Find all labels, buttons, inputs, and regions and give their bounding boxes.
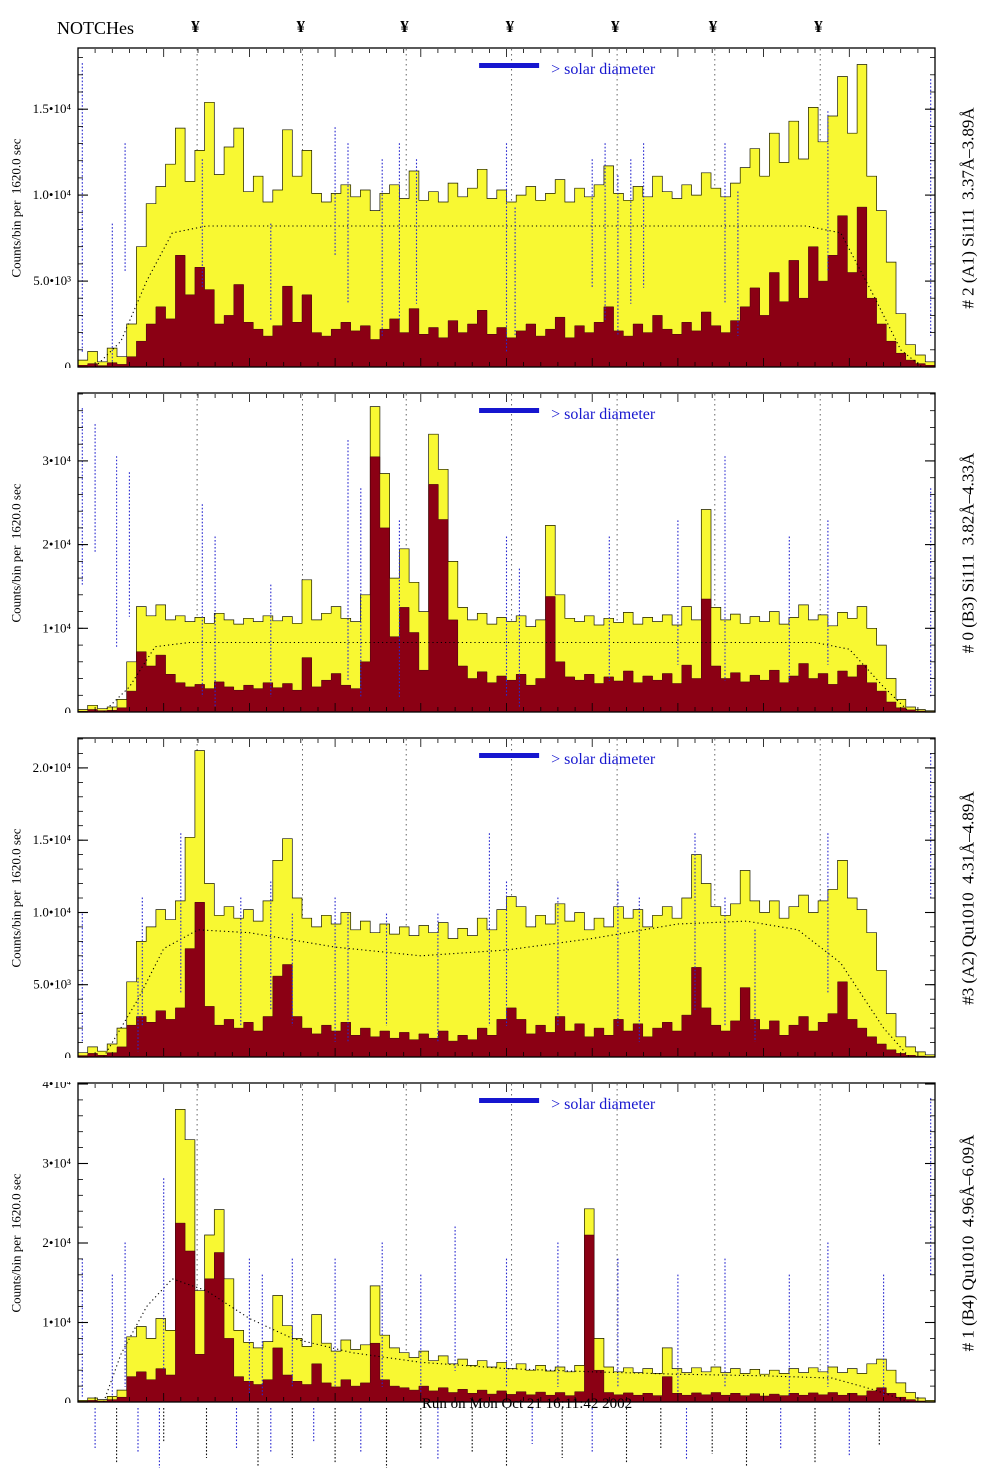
panel-2-plot: > solar diameter 0 1•10⁴ 2•10⁴ 3•10⁴ (42, 392, 936, 713)
notch-symbol: ¥ (611, 17, 620, 36)
channel-label: # 2 (A1) Si111 3.37Å–3.89Å (958, 106, 978, 309)
envelope-curve (103, 641, 910, 713)
y-axis-label: Counts/bin per 1620.0 sec (8, 137, 24, 278)
legend-label: > solar diameter (551, 751, 656, 768)
y-tick-label: 2•10⁴ (42, 537, 71, 552)
panel-3-plot: > solar diameter 0 5.0•10³ 1.0•10⁴ 1.5•10⁴ 2.… (33, 737, 936, 1058)
y-tick-label: 5.0•10³ (33, 977, 71, 992)
notches-title: NOTCHes (57, 18, 134, 38)
y-axis-label: Counts/bin per 1620.0 sec (8, 827, 24, 968)
y-tick-label: 0 (65, 1049, 72, 1058)
notch-symbol: ¥ (191, 17, 200, 36)
y-tick-label: 0 (65, 1394, 72, 1403)
y-tick-label: 1.5•10⁴ (33, 832, 72, 847)
plot-frame (77, 47, 936, 368)
panel-3: > solar diameter 0 5.0•10³ 1.0•10⁴ 1.5•10⁴ 2.… (0, 737, 1004, 1058)
legend-label: > solar diameter (551, 406, 656, 423)
legend-label: > solar diameter (551, 1096, 656, 1113)
notch-symbol: ¥ (400, 17, 409, 36)
y-tick-label: 1•10⁴ (42, 1315, 71, 1330)
notch-symbol: ¥ (814, 17, 823, 36)
legend-label: > solar diameter (551, 61, 656, 78)
panel-4: > solar diameter 0 1•10⁴ 2•10⁴ 3•10⁴ 4•10⁴ (0, 1082, 1004, 1403)
envelope-curve (103, 1278, 910, 1403)
channel-label: # 1 (B4) Qu1010 4.96Å–6.09Å (958, 1134, 978, 1351)
y-tick-label: 1•10⁴ (42, 620, 71, 635)
legend-line (479, 63, 540, 68)
y-tick-label: 5.0•10³ (33, 273, 71, 288)
plot-frame (77, 737, 936, 1058)
panel-1-plot: > solar diameter 0 5.0•10³ 1.0•10⁴ 1.5•10⁴ (33, 47, 936, 368)
histogram-core (77, 206, 936, 368)
y-tick-label: 0 (65, 704, 72, 713)
y-tick-label: 1.0•10⁴ (33, 187, 72, 202)
notch-symbol: ¥ (505, 17, 515, 36)
legend-line (479, 1098, 540, 1103)
notch-symbol: ¥ (296, 17, 306, 36)
channel-label: # 0 (B3) Si111 3.82Å–4.33Å (958, 452, 978, 653)
y-tick-label: 4•10⁴ (42, 1082, 71, 1091)
y-axis-label: Counts/bin per 1620.0 sec (8, 482, 24, 623)
y-tick-label: 2•10⁴ (42, 1235, 71, 1250)
notch-symbol: ¥ (708, 17, 718, 36)
legend-line (479, 408, 540, 413)
plot-frame (77, 392, 936, 713)
y-tick-label: 0 (65, 359, 72, 368)
panel-1: > solar diameter 0 5.0•10³ 1.0•10⁴ 1.5•10⁴ (0, 47, 1004, 368)
legend-line (479, 753, 540, 758)
y-tick-label: 2.0•10⁴ (33, 760, 72, 775)
channel-label: #3 (A2) Qu1010 4.31Å–4.89Å (958, 790, 978, 1005)
y-tick-label: 1.5•10⁴ (33, 101, 72, 116)
y-tick-label: 3•10⁴ (42, 453, 71, 468)
envelope-curve (94, 225, 923, 368)
bottom-annotation-strip (94, 1408, 880, 1468)
y-tick-label: 3•10⁴ (42, 1156, 71, 1171)
panel-2: > solar diameter 0 1•10⁴ 2•10⁴ 3•10⁴ (0, 392, 1004, 713)
y-axis-label: Counts/bin per 1620.0 sec (8, 1172, 24, 1313)
panel-4-plot: > solar diameter 0 1•10⁴ 2•10⁴ 3•10⁴ 4•10⁴ (42, 1082, 936, 1403)
y-tick-label: 1.0•10⁴ (33, 905, 72, 920)
run-timestamp: Run on Mon Oct 21 16:11:42 2002 (421, 1396, 633, 1412)
